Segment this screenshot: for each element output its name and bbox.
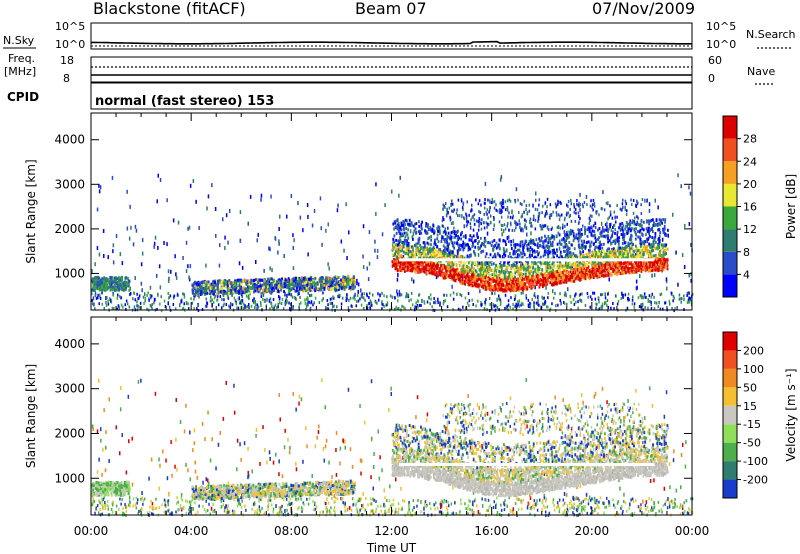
colorbar-tick-label: -100 bbox=[743, 455, 768, 468]
colorbar-tick-label: 20 bbox=[743, 178, 757, 191]
colorbar-segment bbox=[723, 138, 737, 162]
nsky-panel: N.Sky 10^5 10^0 10^5 10^0 N.Search bbox=[3, 20, 796, 51]
station-title: Blackstone (fitACF) bbox=[93, 0, 246, 18]
colorbar-segment bbox=[723, 206, 737, 230]
colorbar-segment bbox=[723, 251, 737, 275]
colorbar-label: Power [dB] bbox=[784, 174, 798, 239]
colorbar-tick-label: 4 bbox=[743, 268, 750, 281]
colorbar-tick-label: 28 bbox=[743, 133, 757, 146]
colorbar-tick-label: 200 bbox=[743, 344, 764, 357]
colorbar-segment bbox=[723, 442, 737, 462]
colorbar-segment bbox=[723, 387, 737, 406]
colorbar-segment bbox=[723, 479, 737, 498]
colorbar-tick-label: 12 bbox=[743, 223, 757, 236]
nsky-label: N.Sky bbox=[3, 34, 35, 47]
freq-tick-low: 8 bbox=[63, 72, 70, 85]
scatter-data bbox=[91, 173, 694, 313]
colorbar: 4 8 12 16 20 24 28 Power [dB] bbox=[722, 115, 798, 298]
nsky-tick-high: 10^5 bbox=[55, 20, 85, 33]
y-tick-label: 3000 bbox=[54, 382, 85, 396]
nsearch-tick-high: 10^5 bbox=[706, 20, 736, 33]
colorbar-tick-label: -15 bbox=[743, 418, 761, 431]
colorbar-segment bbox=[723, 183, 737, 207]
beam-title: Beam 07 bbox=[355, 0, 427, 18]
colorbar-segment bbox=[723, 368, 737, 388]
nsky-tick-low: 10^0 bbox=[55, 38, 85, 51]
colorbar-segment bbox=[723, 332, 737, 351]
scatter-data bbox=[91, 378, 694, 518]
freq-panel: Freq. [MHz] 18 8 60 0 Nave bbox=[4, 52, 775, 85]
panel-frame bbox=[90, 316, 693, 516]
x-tick-label: 16:00 bbox=[474, 524, 509, 538]
colorbar-tick-label: 16 bbox=[743, 201, 757, 214]
colorbar-tick-label: -50 bbox=[743, 437, 761, 450]
nsearch-tick-low: 10^0 bbox=[706, 38, 736, 51]
y-tick-label: 2000 bbox=[54, 426, 85, 440]
colorbar-tick-label: 50 bbox=[743, 381, 757, 394]
colorbar-tick-label: 100 bbox=[743, 363, 764, 376]
cpid-text: normal (fast stereo) 153 bbox=[95, 94, 274, 109]
power-panel: 1000 2000 3000 4000 Slant Range [km] 4 8 12 16 20… bbox=[24, 112, 798, 313]
y-tick-label: 4000 bbox=[54, 337, 85, 351]
colorbar: 200 100 50 15 -15 -50 -100 -200 Velocity [m s⁻¹] bbox=[722, 331, 798, 499]
freq-tick-high: 18 bbox=[60, 54, 74, 67]
colorbar-tick-label: 24 bbox=[743, 155, 757, 168]
cpid-label: CPID bbox=[7, 90, 39, 104]
y-axis-label: Slant Range [km] bbox=[24, 159, 38, 263]
x-tick-label: 08:00 bbox=[274, 524, 309, 538]
nave-tick-low: 0 bbox=[708, 72, 715, 85]
x-axis-label: Time UT bbox=[366, 541, 417, 554]
panel-frame bbox=[90, 112, 693, 311]
colorbar-segment bbox=[723, 461, 737, 480]
freq-unit-label: [MHz] bbox=[4, 65, 36, 78]
date-title: 07/Nov/2009 bbox=[592, 0, 696, 18]
cpid-panel: CPID normal (fast stereo) 153 bbox=[7, 82, 693, 110]
y-tick-label: 2000 bbox=[54, 222, 85, 236]
y-tick-label: 3000 bbox=[54, 177, 85, 191]
colorbar-segment bbox=[723, 424, 737, 443]
colorbar-segment bbox=[723, 229, 737, 252]
colorbar-segment bbox=[723, 405, 737, 425]
colorbar-segment bbox=[723, 350, 737, 369]
x-tick-label: 00:00 bbox=[675, 524, 710, 538]
nave-tick-high: 60 bbox=[708, 54, 722, 67]
colorbar-segment bbox=[723, 116, 737, 139]
x-tick-label: 00:00 bbox=[74, 524, 109, 538]
colorbar-label: Velocity [m s⁻¹] bbox=[784, 368, 798, 461]
nave-label: Nave bbox=[747, 65, 775, 78]
x-tick-label: 20:00 bbox=[575, 524, 610, 538]
y-tick-label: 1000 bbox=[54, 471, 85, 485]
colorbar-tick-label: -200 bbox=[743, 474, 768, 487]
colorbar-segment bbox=[723, 274, 737, 297]
velocity-panel: 00:00 04:00 08:00 12:00 16:00 20:00 00:00 1000 2… bbox=[24, 316, 798, 554]
x-tick-label: 04:00 bbox=[174, 524, 209, 538]
colorbar-tick-label: 15 bbox=[743, 400, 757, 413]
freq-label: Freq. bbox=[8, 52, 35, 65]
y-tick-label: 1000 bbox=[54, 266, 85, 280]
y-tick-label: 4000 bbox=[54, 133, 85, 147]
nsearch-label: N.Search bbox=[746, 28, 796, 41]
x-tick-label: 12:00 bbox=[374, 524, 409, 538]
y-axis-label: Slant Range [km] bbox=[24, 364, 38, 468]
colorbar-tick-label: 8 bbox=[743, 246, 750, 259]
colorbar-segment bbox=[723, 161, 737, 184]
